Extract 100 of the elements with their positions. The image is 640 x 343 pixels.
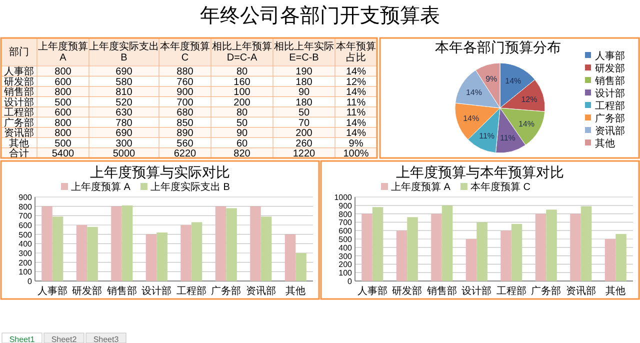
category-label: 合计 [9,148,29,160]
text: 630 [116,108,132,119]
bar [111,206,122,281]
text: 70 [298,118,310,129]
x-tick-label: 设计部 [462,285,492,297]
text: 60 [236,138,248,150]
legend-label: 销售部 [594,75,625,87]
text: 90 [236,128,248,140]
x-tick-label: 工程部 [176,285,206,297]
data-label: 9% [486,74,498,84]
bar [500,230,512,281]
category-label: 广务部 [4,118,34,129]
bar [87,226,98,281]
category-label: 本年度预算 C [160,40,210,64]
text: 500 [54,138,72,150]
category-label: 上年度预算 A [38,40,88,64]
text: 600 [54,76,72,88]
data-label: 12% [521,94,538,104]
legend-label: 设计部 [595,88,625,100]
x-tick-label: 设计部 [142,285,172,297]
legend-label: 上年度预算 A [391,181,451,193]
legend-label: 本年度预算 C [470,181,530,193]
y-tick-label: 500 [18,230,33,240]
category-label: 销售部 [4,87,34,98]
legend-label: 上年度预算 A [71,181,131,193]
data-label: 14% [505,76,522,86]
x-tick-label: 研发部 [72,285,102,297]
x-tick-label: 资讯部 [566,285,596,297]
text: 部门 [9,46,29,58]
bar [250,206,261,281]
bar [476,222,488,281]
text: 5400 [52,148,74,160]
text: 80 [236,66,248,78]
text: 180 [296,97,312,108]
y-tick-label: 200 [338,260,353,270]
x-tick-label: 其他 [606,285,626,297]
y-tick-label: 700 [18,212,33,221]
x-tick-label: 销售部 [426,285,457,297]
category-label: 工程部 [4,108,34,119]
bar [226,208,237,281]
data-label: 11% [500,134,516,143]
text: 1220 [292,148,316,160]
bar [260,216,272,281]
bar [570,214,581,281]
text: 500 [54,97,72,108]
bar [407,217,418,281]
data-label: 14% [466,88,482,97]
text: Sheet1 [9,335,36,343]
bar [284,234,296,281]
bar [396,230,408,281]
data-label: 14% [463,114,480,124]
bar [442,205,453,281]
bar [146,234,157,281]
category-label: 资讯部 [4,128,34,140]
text: 14% [346,87,366,98]
text: 690 [116,128,132,140]
text: 14% [346,118,366,129]
legend-label: 工程部 [595,100,625,112]
text: 90 [298,87,310,98]
bar [296,253,306,281]
bar [604,239,616,281]
y-tick-label: 100 [18,268,33,277]
category-label: 相比上年预算 D=C-A [212,40,272,64]
text: 11% [346,108,366,119]
text: 850 [176,118,194,129]
category-label: 研发部 [4,76,34,88]
x-tick-label: 人事部 [37,285,68,297]
bar [616,234,626,281]
text: 760 [176,76,194,88]
bar [156,232,168,281]
text: 6220 [174,148,196,160]
legend-label: 研发部 [595,62,625,74]
text: 14% [346,128,366,140]
text: 560 [176,138,194,150]
bar [215,206,226,281]
y-tick-label: 500 [338,235,353,244]
bar [76,225,88,281]
y-tick-label: 600 [338,226,353,236]
text: 50 [236,118,248,129]
bar [122,205,133,281]
y-tick-label: 800 [18,202,33,212]
text: 260 [296,138,312,150]
legend-label: 人事部 [595,50,625,62]
bar [431,214,442,281]
text: 800 [54,128,72,140]
x-tick-label: 广务部 [211,285,242,297]
category-label: 本年预算占比 [336,40,376,64]
legend-label: 资讯部 [595,125,625,137]
x-tick-label: 工程部 [496,285,526,297]
category-label: 设计部 [4,97,34,108]
text: 690 [116,66,132,78]
x-tick-label: 资讯部 [246,285,276,297]
category-label: 上年度实际支出 B [89,40,159,64]
text: 200 [296,128,312,140]
text: 880 [176,66,194,78]
y-tick-label: 900 [338,201,353,210]
bar [535,214,546,281]
category-label: 相比上年实际 E=C-B [274,40,334,64]
y-tick-label: 300 [18,249,33,258]
text: 700 [176,97,194,108]
